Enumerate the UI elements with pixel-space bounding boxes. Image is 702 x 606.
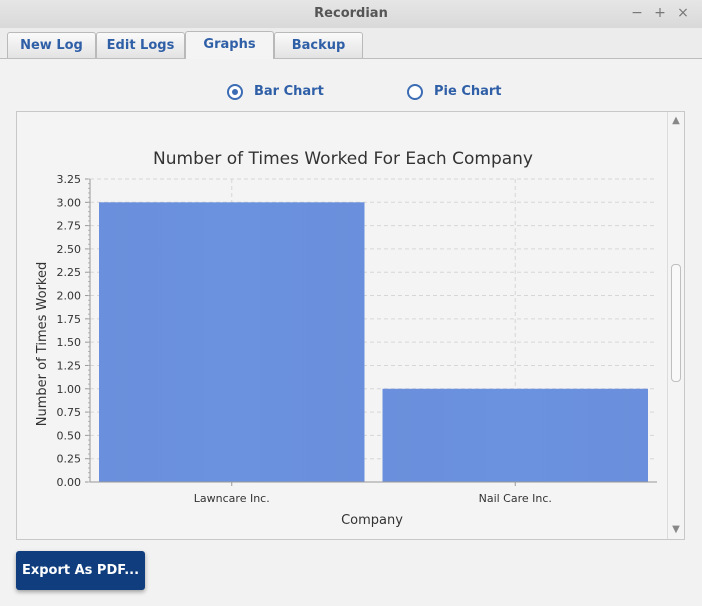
scroll-down-icon[interactable]: ▼ [672,524,680,535]
chart-title: Number of Times Worked For Each Company [153,149,533,169]
title-bar: Recordian − + × [0,0,702,29]
y-tick-label: 3.25 [57,173,82,186]
pie-chart-label[interactable]: Pie Chart [434,84,502,99]
y-tick-label: 2.25 [57,266,82,279]
vertical-scrollbar[interactable]: ▲ ▼ [667,112,684,539]
y-tick-label: 0.25 [57,453,82,466]
tab-new-log[interactable]: New Log [7,32,96,58]
y-tick-label: 2.00 [57,290,82,303]
bar-nail-care-inc [382,388,648,482]
y-tick-label: 3.00 [57,196,82,209]
y-tick-label: 1.00 [57,383,82,396]
window-title: Recordian [314,6,388,21]
y-axis-label: Number of Times Worked [35,262,50,426]
chart-panel: 0.00 0.25 0.50 0.75 1.00 1.25 1.50 1.75 2.00 2.25… [16,111,685,540]
y-tick-label: 2.75 [57,220,82,233]
maximize-icon[interactable]: + [654,5,666,21]
y-tick-label: 2.50 [57,243,82,256]
y-tick-label: 0.50 [57,429,82,442]
pie-chart-radio[interactable] [407,84,423,100]
x-tick-label: Lawncare Inc. [194,492,270,505]
tab-graphs[interactable]: Graphs [185,31,274,59]
bar-lawncare-inc [99,202,365,483]
scroll-thumb[interactable] [671,264,681,382]
y-tick-label: 1.25 [57,359,82,372]
tab-backup[interactable]: Backup [274,32,363,58]
close-icon[interactable]: × [677,5,689,21]
tab-bar: New Log Edit Logs Graphs Backup [0,28,702,59]
y-tick-label: 1.75 [57,313,82,326]
minimize-icon[interactable]: − [631,5,643,21]
tab-edit-logs[interactable]: Edit Logs [96,32,185,58]
y-tick-label: 0.00 [57,476,82,489]
scroll-up-icon[interactable]: ▲ [672,115,680,126]
bar-chart-label[interactable]: Bar Chart [254,84,324,99]
y-tick-label: 0.75 [57,406,82,419]
bar-chart-radio[interactable] [227,84,243,100]
chart-type-selector: Bar Chart Pie Chart [0,82,702,102]
radio-selected-dot [232,89,238,95]
export-pdf-button[interactable]: Export As PDF... [16,551,145,590]
x-axis-label: Company [341,513,403,528]
bar-chart: 0.00 0.25 0.50 0.75 1.00 1.25 1.50 1.75 2.00 2.25… [35,149,657,528]
x-tick-label: Nail Care Inc. [479,492,552,505]
y-tick-label: 1.50 [57,336,82,349]
